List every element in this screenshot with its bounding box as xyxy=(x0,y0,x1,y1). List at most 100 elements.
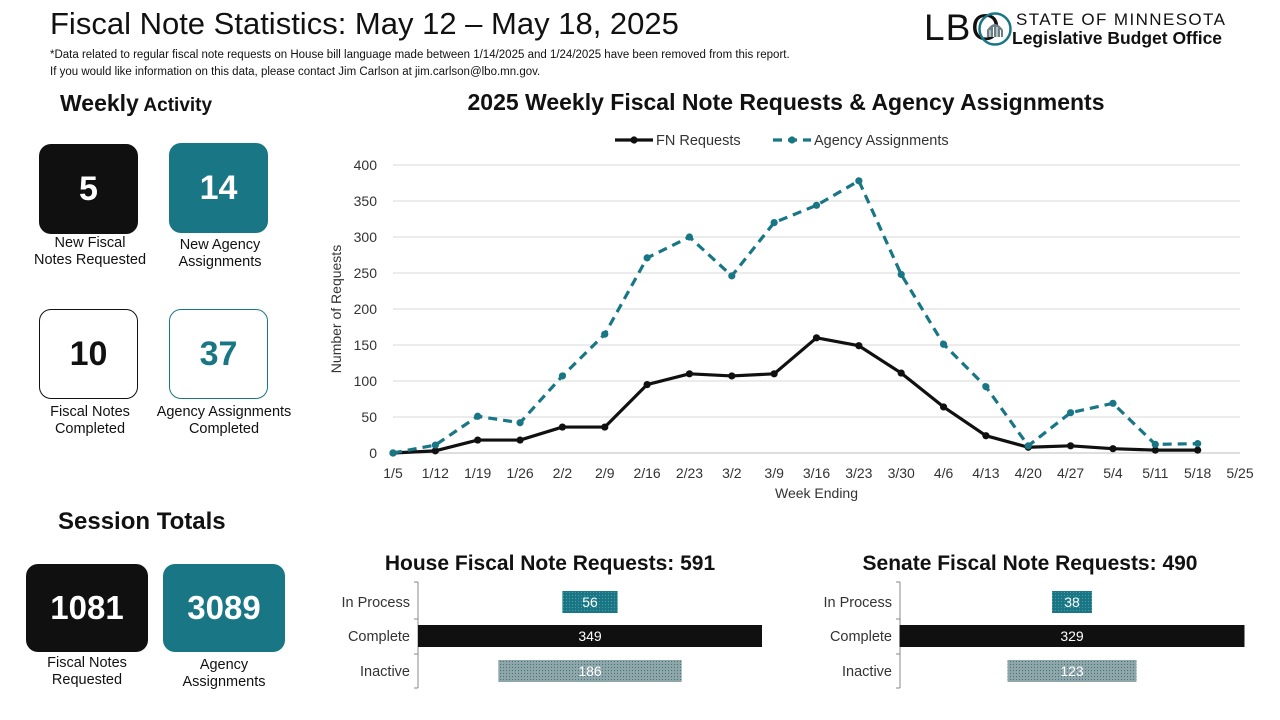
x-tick-label: 1/26 xyxy=(506,465,533,481)
caption-line: Fiscal Notes xyxy=(47,655,127,671)
x-axis-ticks: 1/5 1/12 1/19 1/26 2/2 2/9 2/16 2/23 3/2 3/9 3/16 3… xyxy=(383,465,1254,481)
x-tick-label: 4/27 xyxy=(1057,465,1084,481)
agency-assignments-completed-caption: Agency Assignments Completed xyxy=(144,404,304,438)
y-tick-label: 0 xyxy=(369,445,377,461)
new-fiscal-notes-card: 5 xyxy=(39,144,138,234)
activity-heading-word: Activity xyxy=(138,95,213,116)
fn-requests-point xyxy=(1194,446,1202,454)
senate-chart-title: Senate Fiscal Note Requests: 490 xyxy=(862,552,1198,575)
card-value: 3089 xyxy=(187,589,261,626)
legend-marker xyxy=(630,136,638,144)
x-tick-label: 4/6 xyxy=(934,465,954,481)
line-chart-legend: FN Requests Agency Assignments xyxy=(615,133,949,149)
agency-assignments-point xyxy=(1067,409,1075,417)
x-axis-label: Week Ending xyxy=(775,485,858,501)
x-tick-label: 5/25 xyxy=(1226,465,1253,481)
line-chart-series xyxy=(389,177,1202,457)
new-agency-assignments-caption: New Agency Assignments xyxy=(150,237,290,271)
house-value-label: 56 xyxy=(582,594,598,610)
fn-requests-point xyxy=(982,432,990,440)
fn-requests-point xyxy=(1109,445,1117,453)
house-category-label: Inactive xyxy=(360,664,410,680)
agency-assignments-point xyxy=(389,449,397,457)
weekly-heading-word: Weekly xyxy=(60,90,139,116)
senate-category-label: In Process xyxy=(824,595,893,611)
x-tick-label: 5/4 xyxy=(1103,465,1123,481)
fn-requests-point xyxy=(728,372,736,380)
senate-inactive-bar xyxy=(1007,660,1137,682)
fn-requests-point xyxy=(939,403,948,411)
card-value: 5 xyxy=(79,169,98,208)
session-fiscal-notes-card: 1081 xyxy=(26,564,148,652)
y-tick-label: 350 xyxy=(354,193,378,209)
agency-assignments-point xyxy=(1151,440,1159,448)
senate-category-label: Inactive xyxy=(842,664,892,680)
x-tick-label: 4/13 xyxy=(972,465,999,481)
agency-assignments-line xyxy=(392,179,1198,455)
session-totals-heading: Session Totals xyxy=(58,508,226,535)
agency-assignments-point xyxy=(855,177,863,185)
x-tick-label: 5/18 xyxy=(1184,465,1211,481)
session-fiscal-notes-caption: Fiscal Notes Requested xyxy=(17,655,157,689)
caption-line: Assignments xyxy=(182,674,266,690)
x-tick-label: 2/23 xyxy=(676,465,703,481)
house-complete-bar xyxy=(418,625,762,647)
agency-assignments-point xyxy=(770,219,778,227)
x-tick-label: 5/11 xyxy=(1142,465,1168,481)
capitol-dome-icon xyxy=(978,12,1012,46)
agency-assignments-completed-card: 37 xyxy=(169,309,268,399)
y-tick-label: 100 xyxy=(354,373,378,389)
page-title: Fiscal Note Statistics: May 12 – May 18,… xyxy=(50,6,679,41)
senate-in-process-bar xyxy=(1052,591,1092,613)
x-tick-label: 1/19 xyxy=(464,465,491,481)
agency-assignments-point xyxy=(728,272,736,280)
x-tick-label: 3/9 xyxy=(764,465,784,481)
x-tick-label: 3/23 xyxy=(845,465,872,481)
caption-line: Completed xyxy=(188,421,260,437)
legend-label: Agency Assignments xyxy=(814,133,949,149)
fn-requests-point xyxy=(770,370,778,378)
caption-line: Agency xyxy=(199,657,249,673)
y-axis-ticks: 0 50 100 150 200 250 300 350 400 xyxy=(354,157,378,461)
fn-requests-point xyxy=(643,381,651,389)
x-tick-label: 4/20 xyxy=(1015,465,1042,481)
fiscal-notes-completed-caption: Fiscal Notes Completed xyxy=(20,404,160,438)
house-value-label: 349 xyxy=(578,628,602,644)
fn-requests-point xyxy=(1151,446,1159,454)
caption-line: Assignments xyxy=(178,254,262,270)
agency-assignments-point xyxy=(558,372,566,380)
senate-value-label: 38 xyxy=(1064,594,1080,610)
agency-assignments-point xyxy=(897,270,905,279)
x-tick-label: 2/16 xyxy=(633,465,660,481)
senate-category-label: Complete xyxy=(830,629,892,645)
agency-assignments-point xyxy=(982,383,990,391)
y-tick-label: 300 xyxy=(354,229,378,245)
house-in-process-bar xyxy=(562,591,618,613)
y-tick-label: 50 xyxy=(361,409,377,425)
legend-marker xyxy=(788,136,796,144)
agency-assignments-point xyxy=(812,201,821,209)
caption-line: Notes Requested xyxy=(33,252,147,268)
senate-value-label: 123 xyxy=(1060,663,1084,679)
card-value: 37 xyxy=(199,334,238,373)
lbo-logo: LBO STATE OF MINNESOTA Legislative Budge… xyxy=(924,8,1254,50)
y-tick-label: 200 xyxy=(354,301,378,317)
y-tick-label: 400 xyxy=(354,157,378,173)
agency-assignments-point xyxy=(474,412,482,420)
fn-requests-point xyxy=(897,369,905,377)
agency-assignments-point xyxy=(939,340,948,348)
agency-assignments-point xyxy=(1024,442,1032,450)
y-tick-label: 150 xyxy=(354,337,378,353)
agency-assignments-point xyxy=(516,419,524,427)
agency-assignments-point xyxy=(685,233,694,241)
house-chart-title: House Fiscal Note Requests: 591 xyxy=(384,552,716,575)
caption-line: New Agency xyxy=(179,237,261,253)
new-agency-assignments-card: 14 xyxy=(169,143,268,233)
caption-line: New Fiscal xyxy=(54,235,126,251)
logo-office-text: Legislative Budget Office xyxy=(1012,28,1223,48)
x-tick-label: 3/2 xyxy=(722,465,742,481)
session-agency-assignments-caption: Agency Assignments xyxy=(154,657,294,691)
agency-assignments-point xyxy=(643,254,651,262)
card-value: 14 xyxy=(199,168,238,207)
caption-line: Requested xyxy=(51,672,123,688)
